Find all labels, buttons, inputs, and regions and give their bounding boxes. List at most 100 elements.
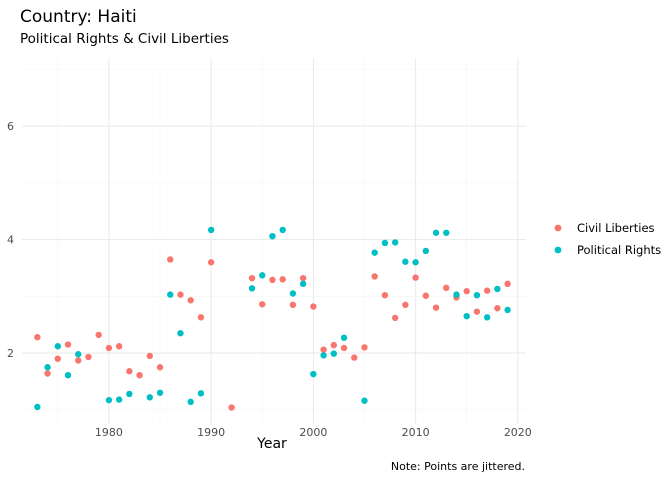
political-rights-point — [443, 229, 450, 236]
civil-liberties-point — [402, 301, 409, 309]
x-tick-label: 1990 — [197, 426, 225, 439]
civil-liberties-point — [54, 355, 61, 362]
civil-liberties-point — [269, 276, 276, 284]
political-rights-point — [504, 306, 511, 314]
civil-liberties-point — [197, 314, 205, 321]
civil-liberties-point — [361, 344, 368, 351]
political-rights-point — [371, 249, 378, 256]
political-rights-point — [75, 351, 82, 358]
political-rights-point — [187, 398, 194, 406]
civil-liberties-point — [95, 331, 102, 339]
political-rights-point — [44, 364, 51, 371]
y-tick-label: 4 — [7, 234, 14, 247]
civil-liberties-point — [259, 301, 266, 308]
political-rights-point — [197, 390, 205, 397]
political-rights-point — [248, 285, 256, 292]
civil-liberties-point — [340, 344, 348, 352]
civil-liberties-point — [371, 273, 378, 280]
civil-liberties-point — [351, 354, 358, 361]
x-tick-label: 2010 — [402, 426, 430, 439]
civil-liberties-point — [391, 314, 399, 322]
chart-title: Country: Haiti — [20, 7, 137, 27]
civil-liberties-point — [75, 357, 82, 364]
x-tick-label: 2020 — [504, 426, 532, 439]
political-rights-point — [483, 314, 491, 321]
political-rights-point — [207, 226, 215, 234]
civil-liberties-point — [289, 301, 297, 309]
civil-liberties-point — [504, 280, 511, 288]
political-rights-point — [259, 272, 266, 279]
civil-liberties-point — [483, 287, 491, 294]
political-rights-point — [320, 352, 327, 359]
civil-liberties-point — [156, 364, 164, 371]
civil-liberties-point — [187, 297, 194, 304]
political-rights-point — [105, 396, 113, 404]
political-rights-point — [34, 403, 41, 411]
grid — [22, 58, 526, 424]
civil-liberties-point — [228, 404, 235, 411]
legend-key-political-rights — [554, 246, 562, 254]
political-rights-point — [453, 291, 460, 298]
civil-liberties-point — [177, 291, 184, 298]
chart-caption: Note: Points are jittered. — [391, 460, 525, 473]
political-rights-point — [54, 343, 61, 350]
x-tick-label: 1980 — [95, 426, 123, 439]
political-rights-point — [146, 394, 153, 401]
data-points — [34, 226, 511, 411]
political-rights-point — [402, 258, 409, 265]
civil-liberties-point — [136, 372, 143, 379]
civil-liberties-point — [320, 346, 327, 353]
civil-liberties-point — [85, 353, 92, 361]
political-rights-point — [330, 350, 338, 357]
civil-liberties-point — [126, 368, 133, 375]
political-rights-point — [64, 372, 72, 379]
civil-liberties-point — [310, 303, 317, 310]
civil-liberties-point — [463, 288, 470, 295]
civil-liberties-point — [248, 274, 256, 282]
political-rights-point — [310, 370, 317, 378]
civil-liberties-point — [105, 344, 113, 352]
x-axis-title: Year — [256, 436, 287, 452]
political-rights-point — [289, 290, 297, 297]
x-tick-label: 2000 — [299, 426, 327, 439]
civil-liberties-point — [330, 341, 338, 349]
political-rights-point — [279, 226, 286, 234]
political-rights-point — [473, 291, 481, 299]
civil-liberties-point — [279, 276, 286, 283]
political-rights-point — [299, 280, 307, 288]
civil-liberties-point — [64, 341, 72, 348]
legend-key-civil-liberties — [554, 224, 562, 232]
legend-label-civil-liberties: Civil Liberties — [577, 221, 655, 235]
civil-liberties-point — [381, 291, 389, 299]
civil-liberties-point — [494, 305, 501, 312]
political-rights-point — [269, 232, 276, 240]
political-rights-point — [432, 229, 440, 236]
civil-liberties-point — [473, 308, 481, 315]
political-rights-point — [463, 312, 470, 320]
political-rights-point — [167, 291, 174, 298]
civil-liberties-point — [115, 343, 123, 350]
civil-liberties-point — [412, 274, 419, 281]
political-rights-point — [494, 285, 501, 293]
political-rights-point — [177, 330, 184, 337]
civil-liberties-point — [146, 352, 153, 360]
chart-subtitle: Political Rights & Civil Liberties — [20, 31, 229, 47]
civil-liberties-point — [207, 259, 215, 266]
civil-liberties-point — [299, 274, 307, 282]
political-rights-point — [361, 397, 368, 404]
legend: Civil Liberties Political Rights — [554, 221, 661, 257]
political-rights-point — [391, 239, 399, 246]
political-rights-point — [126, 390, 133, 398]
y-tick-label: 6 — [7, 120, 14, 133]
political-rights-point — [381, 239, 389, 247]
civil-liberties-point — [34, 333, 41, 341]
political-rights-point — [156, 389, 164, 396]
political-rights-point — [115, 396, 123, 403]
legend-label-political-rights: Political Rights — [577, 243, 661, 257]
political-rights-point — [340, 334, 348, 341]
civil-liberties-point — [44, 370, 51, 377]
political-rights-point — [412, 259, 419, 266]
political-rights-point — [422, 247, 430, 255]
axis-ticks: 1980 1990 2000 2010 2020 2 4 6 — [7, 120, 532, 439]
